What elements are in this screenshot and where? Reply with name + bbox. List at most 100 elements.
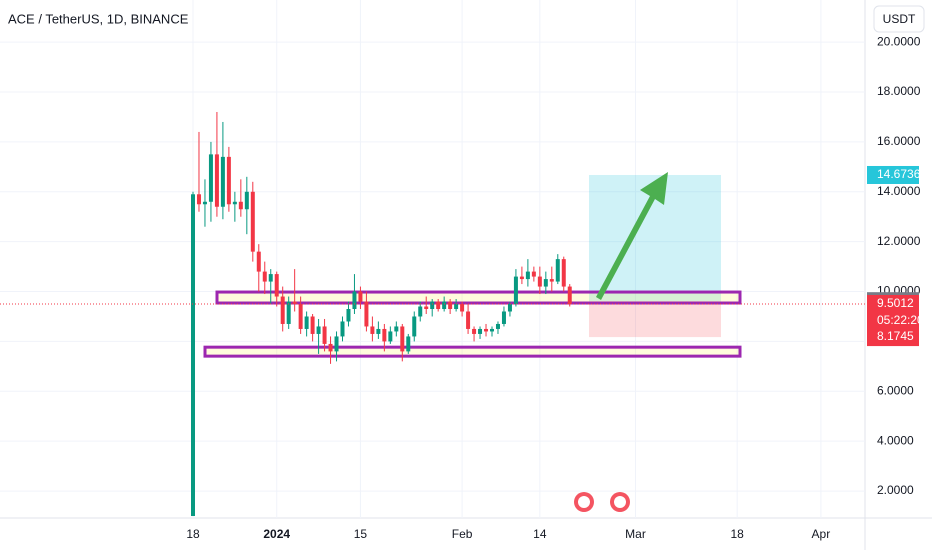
- candle-body: [268, 274, 273, 282]
- y-tick-label: 4.0000: [877, 433, 914, 447]
- candle-body: [442, 301, 447, 310]
- candle-body: [364, 301, 369, 327]
- stop-tag: 8.1745: [877, 329, 914, 343]
- event-icons: [574, 492, 630, 512]
- candle-body: [412, 316, 417, 337]
- candle-body: [495, 323, 500, 329]
- candle-body: [549, 279, 554, 282]
- arrow: [596, 172, 668, 300]
- target-tag: 14.6736: [877, 167, 921, 181]
- candle-body: [484, 328, 489, 332]
- candle-body: [501, 311, 506, 324]
- candle-body: [274, 274, 279, 297]
- candle-body: [208, 154, 213, 202]
- candle-body: [507, 304, 512, 312]
- candle-body: [406, 336, 411, 352]
- candle-body: [256, 251, 261, 272]
- candle-body: [334, 336, 339, 352]
- x-tick-label: 14: [533, 527, 547, 541]
- x-tick-label: Mar: [625, 527, 646, 541]
- candle-body: [460, 304, 465, 312]
- y-tick-label: 14.0000: [877, 184, 921, 198]
- target-tag-bg: [867, 165, 919, 184]
- candle-body: [430, 301, 435, 310]
- y-tick-label: 16.0000: [877, 134, 921, 148]
- x-tick-label: 18: [186, 527, 200, 541]
- candle-body: [567, 286, 572, 305]
- candle-body: [316, 326, 321, 334]
- last-price-tag: 9.5012: [877, 296, 914, 310]
- candle-body: [358, 291, 363, 302]
- candle-body: [418, 306, 423, 317]
- candle-body: [519, 276, 524, 280]
- candle-body: [400, 326, 405, 352]
- candle-body: [310, 316, 315, 334]
- candle-body: [226, 156, 231, 205]
- candle-body: [202, 201, 207, 205]
- candle-body: [394, 326, 399, 332]
- candle-body: [340, 321, 345, 337]
- zone-box: [203, 345, 742, 358]
- candle-body: [244, 191, 249, 210]
- y-tick-label: 6.0000: [877, 383, 914, 397]
- candle-body: [220, 156, 225, 207]
- candle-body: [513, 276, 518, 305]
- candle-body: [531, 271, 536, 277]
- x-tick-label: 18: [731, 527, 745, 541]
- candle-body: [196, 194, 201, 205]
- candle-body: [424, 306, 429, 310]
- candle-body: [346, 309, 351, 322]
- candle-body: [262, 271, 267, 282]
- candle-body: [448, 301, 453, 310]
- stop-tag-bg: [867, 328, 919, 347]
- candle-body: [454, 304, 459, 310]
- candle-body: [490, 328, 494, 332]
- candle-body: [280, 296, 285, 324]
- candle-body: [292, 301, 297, 305]
- candle-body: [286, 301, 291, 324]
- y-tick-label: 2.0000: [877, 483, 914, 497]
- candle-body: [232, 201, 237, 205]
- candle-body: [478, 328, 483, 334]
- currency-button[interactable]: [873, 5, 925, 33]
- candle-body: [214, 154, 219, 207]
- candle-body: [376, 328, 381, 334]
- y-tick-label: 18.0000: [877, 84, 921, 98]
- candle-body: [555, 259, 560, 282]
- last-price-tag-bg: [867, 294, 919, 331]
- currency-label: USDT: [883, 12, 916, 26]
- zone-box: [215, 290, 742, 305]
- candle-body: [525, 271, 530, 280]
- last-price-tag-countdown: 05:22:20: [877, 313, 924, 327]
- y-tick-label: 20.0000: [877, 34, 921, 48]
- x-tick-label: Feb: [452, 527, 473, 541]
- x-tick-label: Apr: [812, 527, 831, 541]
- candle-body: [352, 291, 357, 310]
- y-tick-label: 12.0000: [877, 234, 921, 248]
- x-tick-label: 2024: [263, 527, 290, 541]
- candles: [191, 111, 572, 517]
- candle-body: [466, 311, 471, 329]
- candle-body: [304, 316, 309, 329]
- candle-body: [322, 326, 327, 344]
- candle-body: [298, 304, 303, 329]
- candle-body: [250, 191, 255, 252]
- candle-body: [472, 328, 477, 334]
- candle-body: [537, 276, 542, 287]
- candle-body: [370, 326, 375, 334]
- candle-body: [543, 279, 548, 287]
- chart-title: ACE / TetherUS, 1D, BINANCE: [8, 11, 189, 26]
- candle-body: [388, 331, 393, 342]
- candle-body: [191, 194, 195, 517]
- candle-body: [382, 328, 387, 342]
- candle-body: [328, 343, 333, 352]
- position-loss: [589, 301, 721, 338]
- candle-body: [436, 301, 441, 310]
- candle-body: [238, 201, 243, 210]
- candle-body: [561, 259, 566, 287]
- x-tick-label: 15: [354, 527, 368, 541]
